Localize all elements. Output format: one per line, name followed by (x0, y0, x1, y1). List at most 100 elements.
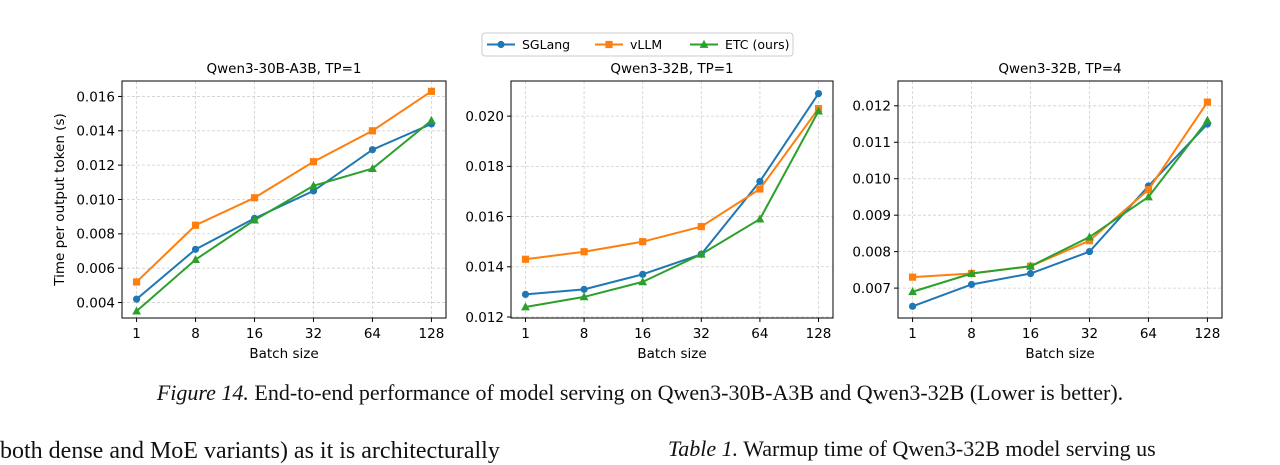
legend-marker (605, 40, 613, 49)
chart-title: Qwen3-32B, TP=1 (610, 61, 733, 77)
series-etc-ours (908, 115, 1212, 296)
y-tick-label: 0.007 (852, 281, 891, 297)
data-point-etc-ours (368, 163, 377, 172)
data-point-etc-ours (638, 277, 648, 286)
data-point-etc-ours (908, 287, 917, 296)
data-point-sglang (521, 290, 530, 299)
legend-entry-vllm: vLLM (595, 37, 662, 52)
data-point-vllm (132, 278, 141, 286)
data-point-etc-ours (579, 292, 589, 301)
legend-label: ETC (ours) (725, 37, 789, 52)
y-tick-label: 0.009 (852, 208, 891, 224)
x-tick-label: 1 (132, 326, 141, 342)
x-tick-label: 1 (908, 326, 917, 342)
data-point-etc-ours (309, 181, 318, 190)
series-vllm (521, 105, 823, 263)
legend-entry-sglang: SGLang (487, 37, 570, 52)
data-point-vllm (368, 127, 377, 135)
data-point-sglang (814, 89, 823, 98)
y-tick-label: 0.012 (76, 158, 115, 174)
figure-caption: Figure 14. End-to-end performance of mod… (0, 380, 1280, 406)
x-tick-label: 1 (521, 326, 530, 342)
data-point-sglang (1026, 269, 1035, 278)
data-point-etc-ours (696, 249, 706, 258)
x-tick-label: 8 (191, 326, 200, 342)
y-axis-label: Time per output token (s) (52, 113, 68, 286)
y-tick-label: 0.012 (465, 310, 504, 326)
data-point-etc-ours (427, 115, 436, 124)
data-point-vllm (427, 87, 436, 95)
data-point-etc-ours (521, 302, 530, 311)
y-tick-label: 0.004 (76, 295, 115, 311)
legend: SGLang vLLM ETC (ours) (481, 32, 794, 57)
data-point-etc-ours (967, 268, 976, 277)
legend-label: vLLM (630, 37, 662, 52)
data-point-etc-ours (1144, 192, 1153, 201)
x-tick-label: 16 (246, 326, 263, 342)
legend-marker (699, 39, 709, 48)
data-point-sglang (1085, 248, 1094, 256)
data-point-vllm (1085, 237, 1094, 245)
y-tick-label: 0.010 (76, 192, 115, 208)
x-axis-label: Batch size (637, 346, 706, 362)
x-axis-label: Batch size (1025, 346, 1094, 362)
data-point-vllm (639, 238, 647, 246)
data-point-vllm (250, 194, 259, 202)
y-tick-label: 0.010 (852, 172, 891, 188)
table-caption-text: Warmup time of Qwen3-32B model serving u… (743, 436, 1156, 461)
y-tick-label: 0.014 (465, 260, 504, 276)
y-tick-label: 0.016 (465, 209, 504, 225)
data-point-vllm (1144, 186, 1153, 194)
y-tick-label: 0.008 (76, 227, 115, 243)
series-line-etc-ours (912, 119, 1209, 293)
data-point-vllm (908, 273, 917, 281)
body-text-left: both dense and MoE variants) as it is ar… (0, 438, 500, 464)
series-line-etc-ours (525, 110, 820, 308)
x-tick-label: 8 (580, 326, 589, 342)
chart-qwen3-32b-tp4: 1 8 16 32 64 128 0.007 0.008 0.009 0.010 0.011 0.01… (852, 61, 1223, 362)
series-line-vllm (135, 90, 432, 283)
figure: SGLang vLLM ETC (ours) 1 8 16 32 64 128 0.004 0.0… (52, 32, 1223, 362)
chart-qwen3-32b-tp1: 1 8 16 32 64 128 0.012 0.014 0.016 0.018 0.020 Qwen… (465, 61, 834, 362)
x-tick-label: 128 (1195, 326, 1221, 342)
chart-title: Qwen3-30B-A3B, TP=1 (207, 61, 362, 77)
data-point-vllm (580, 248, 588, 256)
data-point-etc-ours (132, 306, 141, 315)
x-tick-label: 8 (967, 326, 976, 342)
x-tick-label: 64 (1140, 326, 1157, 342)
data-point-etc-ours (250, 215, 259, 224)
x-tick-label: 32 (305, 326, 322, 342)
data-point-sglang (967, 280, 976, 289)
data-point-etc-ours (1085, 232, 1094, 241)
plot-frame (897, 80, 1223, 319)
series-vllm (132, 87, 436, 286)
data-point-sglang (639, 270, 647, 278)
data-point-sglang (132, 295, 141, 303)
legend-marker (497, 40, 505, 49)
legend-label: SGLang (522, 37, 570, 52)
series-etc-ours (132, 115, 436, 315)
x-tick-label: 128 (419, 326, 445, 342)
x-tick-label: 32 (1081, 326, 1098, 342)
data-point-vllm (1203, 98, 1212, 106)
legend-entry-etc-ours: ETC (ours) (690, 37, 789, 52)
x-tick-label: 16 (1022, 326, 1039, 342)
chart-qwen3-30b-a3b-tp1: 1 8 16 32 64 128 0.004 0.006 0.008 0.010 0.012 0.01… (52, 61, 447, 362)
x-tick-label: 16 (634, 326, 651, 342)
y-tick-label: 0.006 (76, 261, 115, 277)
table-label: Table 1. (668, 436, 739, 461)
series-line-etc-ours (135, 119, 433, 312)
data-point-etc-ours (1203, 115, 1212, 124)
data-point-vllm (191, 221, 200, 229)
x-tick-label: 64 (751, 326, 768, 342)
body-text-right: Table 1. Warmup time of Qwen3-32B model … (668, 436, 1156, 462)
data-point-sglang (368, 146, 377, 154)
data-point-sglang (191, 245, 200, 253)
plot-frame (510, 80, 834, 319)
series-vllm (908, 98, 1212, 281)
data-point-vllm (756, 185, 764, 193)
x-tick-label: 128 (806, 326, 832, 342)
data-point-vllm (309, 158, 318, 166)
series-line-sglang (135, 123, 432, 300)
series-etc-ours (521, 106, 823, 311)
